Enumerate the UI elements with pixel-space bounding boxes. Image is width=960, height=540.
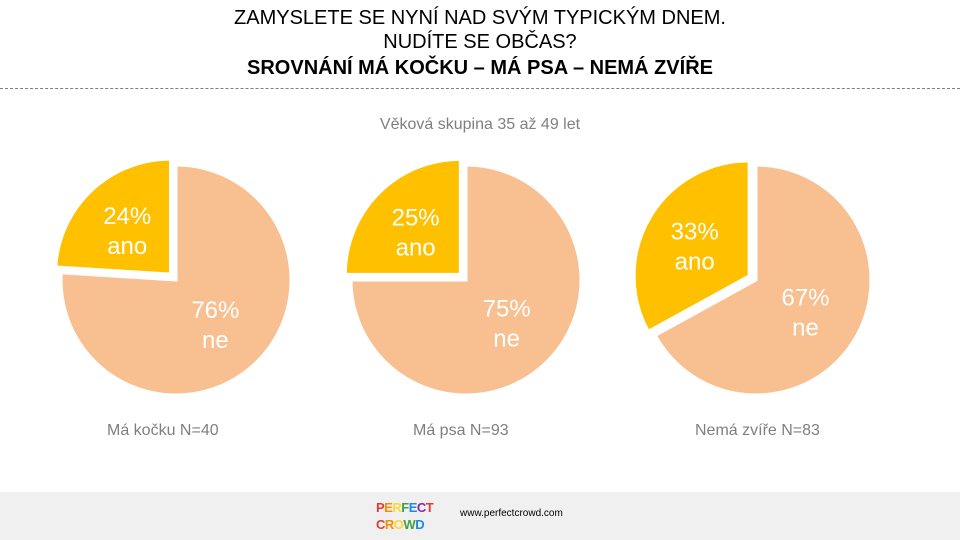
pie-label-ne: ne: [202, 327, 229, 354]
pie-label-ne: ne: [792, 314, 819, 341]
pie-caption-none: Nemá zvíře N=83: [695, 422, 820, 439]
pie-slice-ne: [59, 163, 293, 397]
logo-letter: D: [415, 517, 425, 532]
chart-subtitle: Věková skupina 35 až 49 let: [379, 116, 581, 133]
logo-letter: P: [376, 500, 385, 515]
pie-label-ano: ano: [675, 249, 715, 276]
dashed-divider: [0, 88, 960, 89]
pie-caption-dog: Má psa N=93: [413, 422, 509, 439]
pie-slice-ne: [653, 163, 873, 397]
logo-letter: E: [384, 500, 393, 515]
pie-slice-ne: [349, 163, 583, 397]
pie-slice-ano: [632, 159, 751, 334]
footer-url: www.perfectcrowd.com: [460, 508, 563, 519]
title-line-3: SROVNÁNÍ MÁ KOČKU – MÁ PSA – NEMÁ ZVÍŘE: [247, 57, 713, 79]
pie-value-ano: 24%: [103, 203, 151, 230]
pie-caption-cat: Má kočku N=40: [107, 422, 219, 439]
logo-letter: W: [403, 517, 416, 532]
title-line-2: NUDÍTE SE OBČAS?: [383, 31, 577, 53]
title-line-1: ZAMYSLETE SE NYNÍ NAD SVÝM TYPICKÝM DNEM…: [234, 7, 726, 29]
logo-letter: F: [401, 500, 409, 515]
pie-value-ne: 76%: [191, 297, 239, 324]
logo-letter: O: [393, 517, 404, 532]
pie-value-ne: 67%: [781, 284, 829, 311]
pie-value-ano: 25%: [392, 205, 440, 232]
logo-letter: C: [376, 517, 385, 532]
pie-label-ano: ano: [396, 235, 436, 262]
pie-value-ano: 33%: [671, 219, 719, 246]
logo-letter: C: [416, 500, 426, 515]
pie-label-ano: ano: [107, 233, 147, 260]
pie-label-ne: ne: [493, 326, 520, 353]
logo-letter: T: [425, 500, 434, 515]
pie-value-ne: 75%: [483, 296, 531, 323]
logo-letter: R: [392, 500, 402, 515]
pie-slice-ano: [54, 157, 173, 276]
logo-letter: R: [384, 517, 394, 532]
logo-letter: E: [408, 500, 418, 515]
pie-slice-ano: [343, 157, 462, 276]
